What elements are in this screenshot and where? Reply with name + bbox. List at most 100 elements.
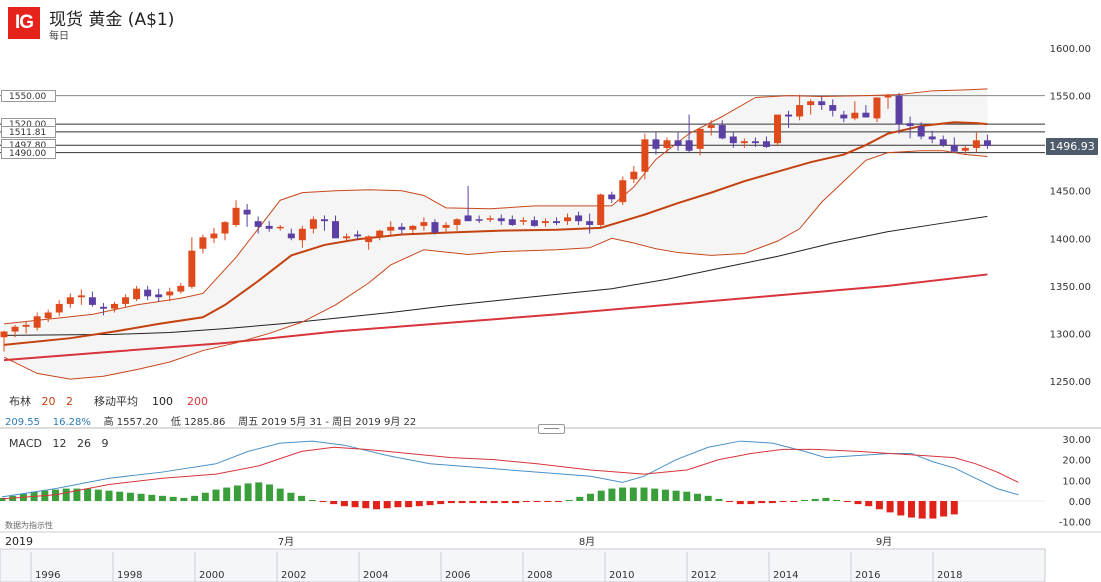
candle [309,219,317,229]
macd-histogram-bar [180,497,188,501]
macd-fast: 12 [52,437,67,450]
candle [210,233,218,239]
candle [685,140,693,151]
macd-histogram-bar [865,501,873,507]
macd-tick-label: 0.00 [1069,497,1091,508]
macd-histogram-bar [619,487,627,501]
candle [530,220,538,226]
level-label[interactable]: 1511.81 [1,125,56,138]
overview-year-label: 2004 [363,570,388,581]
candle [961,147,969,151]
macd-histogram-bar [597,490,605,501]
candle [564,217,572,222]
macd-histogram-bar [672,490,680,501]
candle [873,97,881,119]
candle [409,225,417,230]
ma200-line [3,273,988,362]
macd-tick-label: 10.00 [1062,476,1091,487]
stats-low: 1285.86 [184,417,226,428]
candle [453,219,461,225]
candle [33,316,41,328]
macd-histogram-bar [576,496,584,501]
candle [785,114,793,117]
macd-histogram-bar [715,498,723,501]
candle [464,215,472,222]
macd-histogram-bar [426,501,434,506]
candle [774,114,781,144]
macd-histogram-bar [736,501,744,505]
macd-histogram-bar [159,495,166,501]
macd-histogram-bar [522,501,530,503]
candle [22,324,30,327]
candle [376,230,384,237]
timeline-year: 2019 [5,535,33,548]
macd-name[interactable]: MACD [9,437,42,450]
macd-histogram-bar [683,491,691,501]
overview-year-label: 2014 [773,570,798,581]
macd-histogram-bar [351,501,359,508]
macd-histogram-bar [276,488,284,501]
macd-histogram-bar [651,488,659,501]
ma-slow: 200 [186,395,208,408]
bollinger-label[interactable]: 布林 [9,395,31,408]
ig-logo: IG [8,7,40,39]
macd-histogram-bar [330,501,338,505]
candle [343,236,351,239]
macd-histogram-bar [84,488,92,501]
stats-low-label: 低 [170,417,181,428]
bollinger-band-fill [4,88,988,380]
level-label[interactable]: 1550.00 [1,89,56,102]
macd-histogram-bar [587,493,594,501]
macd-histogram-bar [544,501,552,503]
candle [188,250,196,287]
price-tick-label: 1400.00 [1050,234,1091,245]
overview-year-label: 2018 [937,570,962,581]
macd-line [1,440,1019,498]
macd-histogram-bar [940,501,948,517]
candle [575,215,583,222]
bollinger-middle-line [3,121,988,346]
candle [652,139,660,149]
macd-histogram-bar [490,501,498,504]
overview-year-label: 2010 [609,570,634,581]
macd-histogram-bar [908,501,915,518]
candle [895,95,903,125]
candle [796,105,804,117]
candle [365,236,373,243]
candle [630,171,638,180]
macd-legend[interactable]: MACD 12 26 9 [9,437,108,450]
macd-histogram-bar [768,501,776,504]
bollinger-period: 20 [41,395,56,408]
macd-histogram-bar [255,482,263,501]
candle [320,219,328,222]
candle [111,303,118,309]
stats-high-label: 高 [103,417,114,428]
overview-year-label: 2000 [199,570,224,581]
indicator-legend[interactable]: 布林 20 2 移动平均 100 200 [9,393,208,409]
macd-histogram-bar [62,488,70,501]
month-label: 7月 [278,536,294,548]
macd-histogram-bar [373,501,380,510]
macd-histogram-bar [405,501,413,508]
level-label[interactable]: 1490.00 [1,146,56,159]
ma-label[interactable]: 移动平均 [93,395,138,408]
candle [177,285,185,292]
macd-histogram-bar [137,493,145,501]
macd-histogram-bar [704,495,712,501]
stats-line: 209.55 16.28% 高 1557.20 低 1285.86 周五 201… [5,413,416,428]
macd-histogram-bar [191,495,199,501]
price-tick-label: 1550.00 [1050,92,1091,103]
bollinger-lower-line [3,150,988,380]
stats-high: 1557.20 [116,417,159,428]
candle [663,140,671,148]
pane-resize-handle[interactable] [538,424,565,434]
candle [398,226,406,230]
stats-pct: 16.28% [52,417,91,428]
macd-histogram-bar [126,492,134,501]
candle [740,141,748,144]
ma-fast: 100 [151,395,173,408]
candle [287,233,295,239]
candle [431,222,439,233]
macd-histogram-bar [233,485,241,501]
